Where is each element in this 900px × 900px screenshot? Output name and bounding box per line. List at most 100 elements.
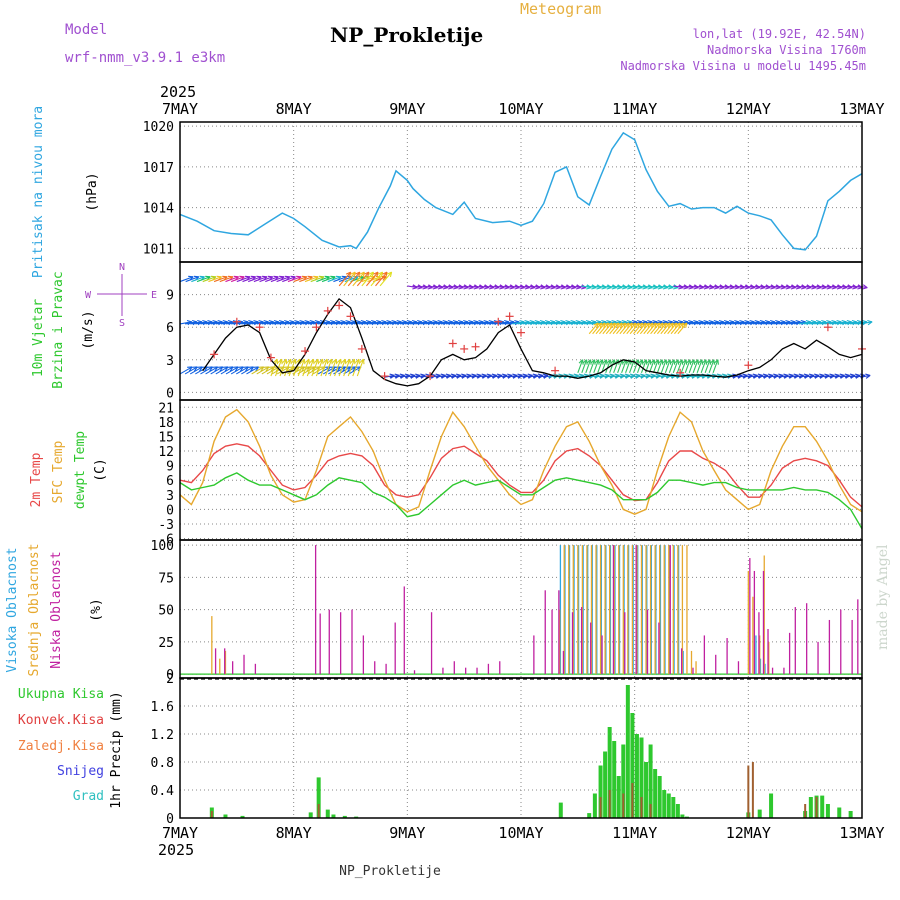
wind-arrow <box>212 319 218 323</box>
temperature-ytick-label: 9 <box>166 460 174 475</box>
wind-arrow <box>613 322 616 328</box>
wind-arrow <box>694 359 699 364</box>
wind-arrow <box>588 322 599 335</box>
wind-arrow <box>724 285 735 289</box>
wind-arrow <box>808 373 815 376</box>
wind-arrow <box>576 285 587 289</box>
wind-arrow <box>865 374 871 379</box>
date-label-top: 11MAY <box>612 100 657 118</box>
wind-arrow <box>522 373 528 376</box>
wind-arrow <box>412 285 423 289</box>
wind-arrow <box>377 271 383 275</box>
wind-arrow <box>497 374 508 378</box>
wind-arrow <box>688 285 699 289</box>
wind-arrow <box>417 285 428 289</box>
wind-arrow <box>489 285 500 289</box>
wind-arrow <box>688 319 694 323</box>
wind-arrow <box>824 321 837 325</box>
wind-arrow <box>732 321 745 325</box>
wind-arrow <box>619 373 625 376</box>
wind-arrow <box>512 321 525 325</box>
wind-arrow <box>591 285 602 289</box>
wind-arrow <box>319 319 325 323</box>
wind-arrow <box>514 285 525 289</box>
wind-arrow <box>691 374 702 378</box>
wind-arrow <box>836 319 842 323</box>
wind-arrow <box>216 275 222 278</box>
wind-arrow <box>509 285 520 289</box>
wind-arrow <box>191 276 205 283</box>
wind-arrow <box>646 322 657 335</box>
wind-arrow <box>829 321 842 325</box>
wind-arrow <box>661 359 664 365</box>
wind-arrow <box>410 321 423 325</box>
wind-arrow <box>410 374 421 378</box>
wind-arrow <box>200 321 213 325</box>
wind-arrow <box>529 287 535 290</box>
wind-arrow <box>666 359 671 364</box>
wind-arrow <box>831 319 837 323</box>
wind-arrow <box>379 271 393 287</box>
wind-arrow <box>555 287 561 290</box>
wind-arrow <box>560 285 571 289</box>
wind-arrow <box>703 319 709 323</box>
wind-arrow <box>852 287 858 290</box>
wind-arrow <box>685 322 688 328</box>
wind-arrow <box>589 359 596 374</box>
wind-arrow <box>301 366 306 372</box>
wind-arrow <box>509 287 515 290</box>
wind-arrow <box>602 322 613 335</box>
wind-arrow <box>299 276 313 283</box>
wind-arrow <box>660 322 671 335</box>
year-bottom: 2025 <box>158 841 194 859</box>
wind-arrow <box>641 359 644 365</box>
wind-arrow <box>621 287 628 290</box>
wind-arrow <box>798 374 809 378</box>
wind-arrow <box>453 287 459 290</box>
wind-arrow <box>660 374 671 378</box>
wind-arrow <box>304 276 319 283</box>
wind-arrow <box>693 319 699 323</box>
wind-arrow <box>844 374 855 378</box>
wind-arrow <box>427 287 433 290</box>
wind-arrow <box>749 285 760 289</box>
wind-arrow <box>609 374 620 378</box>
precip-ytick-label: 0 <box>166 812 174 827</box>
wind-speed-line <box>202 297 863 387</box>
compass-east: E <box>151 290 157 301</box>
wind-arrow <box>578 321 591 325</box>
wind-arrow <box>637 322 640 328</box>
wind-arrow <box>261 366 275 375</box>
precip-conv-bar <box>608 790 611 818</box>
wind-arrow <box>265 366 270 372</box>
wind-arrow <box>803 374 814 378</box>
wind-arrow <box>197 319 203 323</box>
meteogram-label: Meteogram <box>520 0 601 18</box>
wind-arrow <box>568 321 581 325</box>
precip-conv-bar <box>815 797 818 818</box>
wind-arrow <box>577 359 584 374</box>
wind-arrow <box>555 285 566 289</box>
wind-arrow <box>273 358 278 364</box>
wind-arrow <box>282 358 287 364</box>
wind-arrow <box>609 322 620 335</box>
wind-arrow <box>540 285 551 289</box>
wind-arrow <box>210 321 223 325</box>
wind-arrow <box>205 275 211 278</box>
wind-arrow <box>609 359 615 374</box>
precip-conv-bar <box>640 797 643 818</box>
wind-arrow <box>352 271 365 287</box>
wind-arrow <box>578 373 584 376</box>
wind-arrow <box>723 319 730 323</box>
wind-arrow <box>330 275 336 278</box>
wind-arrow <box>463 319 469 323</box>
wind-arrow <box>727 321 740 325</box>
wind-arrow <box>824 373 830 376</box>
wind-arrow <box>829 374 840 378</box>
wind-arrow <box>714 285 725 289</box>
wind-arrow <box>839 374 850 378</box>
wind-arrow <box>795 285 807 289</box>
wind-arrow <box>729 285 740 289</box>
wind-arrow <box>399 374 410 378</box>
wind-arrow <box>744 287 750 290</box>
